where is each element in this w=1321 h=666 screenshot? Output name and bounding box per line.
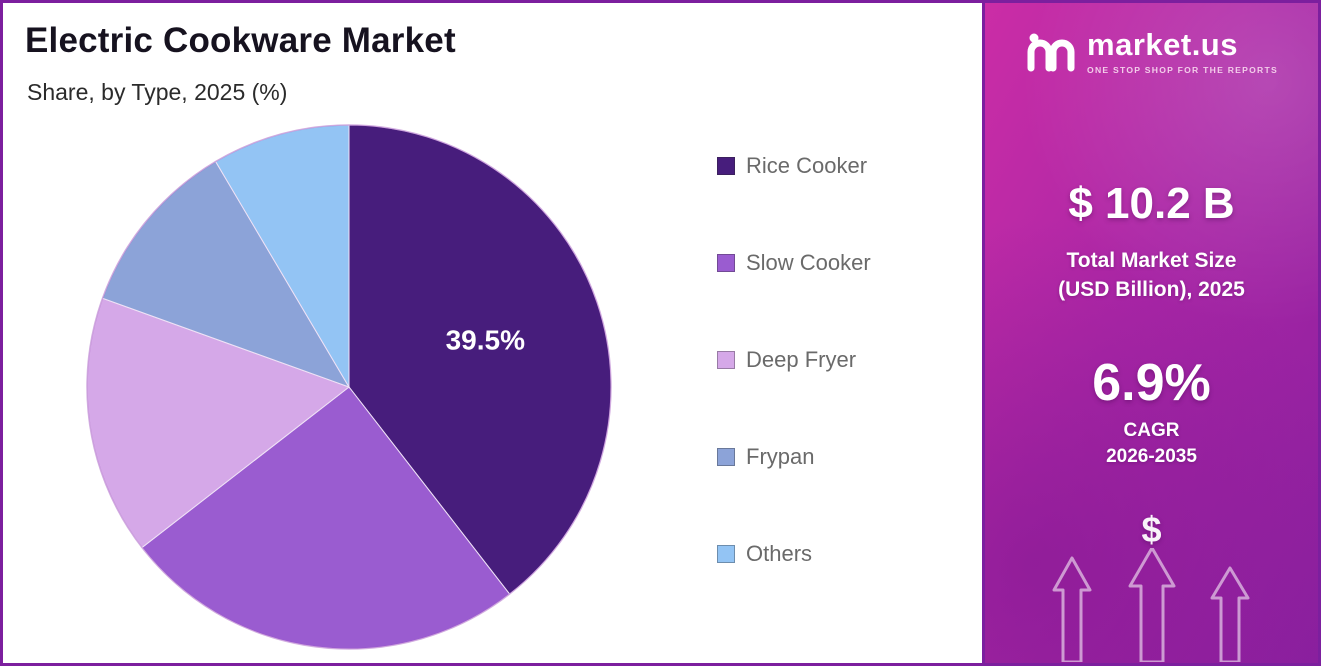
cagr-value: 6.9% [1092,354,1211,412]
pie-slice-deep-fryer [86,297,351,549]
pie-slice-rice-cooker [348,124,612,595]
legend-label: Rice Cooker [746,153,868,178]
pie-slice-frypan [101,160,351,388]
cagr-label: CAGR 2026-2035 [985,418,1318,470]
brand-name: market.us [1087,27,1238,62]
legend-label: Deep Fryer [746,347,857,372]
market-size-label-line2: (USD Billion), 2025 [1058,277,1245,301]
market-us-logo-icon [1025,30,1077,74]
pie-chart: 39.5% [83,121,615,653]
brand-tagline: ONE STOP SHOP FOR THE REPORTS [1087,65,1278,75]
page-title: Electric Cookware Market [25,21,456,60]
brand-side-panel: market.us ONE STOP SHOP FOR THE REPORTS … [982,3,1318,663]
pie-data-label: 39.5% [446,324,525,355]
legend-label: Slow Cooker [746,250,871,275]
legend-item-others: Others [717,541,871,567]
pie-slice-others [214,124,350,389]
legend-label: Frypan [746,444,815,469]
legend-item-frypan: Frypan [717,444,871,470]
legend-swatch-icon [717,545,735,563]
legend-item-rice-cooker: Rice Cooker [717,153,871,179]
growth-arrows-icon [1042,546,1262,663]
market-size-label-line1: Total Market Size [1066,249,1237,272]
legend-swatch-icon [717,254,735,272]
legend-item-slow-cooker: Slow Cooker [717,250,871,276]
dollar-icon: $ [1141,509,1162,550]
market-size-value: $ 10.2 B [1068,179,1235,228]
brand-logo: market.us ONE STOP SHOP FOR THE REPORTS [985,29,1318,75]
cagr-label-line2: 2026-2035 [1106,446,1197,468]
chart-legend: Rice Cooker Slow Cooker Deep Fryer Frypa… [717,153,871,567]
pie-slice-slow-cooker [141,386,511,650]
pie-rim [86,124,612,650]
cagr-label-line1: CAGR [1123,420,1180,441]
legend-swatch-icon [717,448,735,466]
legend-swatch-icon [717,351,735,369]
legend-swatch-icon [717,157,735,175]
pie-chart-svg: 39.5% [86,124,612,650]
chart-area: Electric Cookware Market Share, by Type,… [3,3,982,663]
legend-item-deep-fryer: Deep Fryer [717,347,871,373]
chart-subtitle: Share, by Type, 2025 (%) [27,79,288,105]
legend-label: Others [746,541,813,566]
market-size-label: Total Market Size (USD Billion), 2025 [985,247,1318,305]
